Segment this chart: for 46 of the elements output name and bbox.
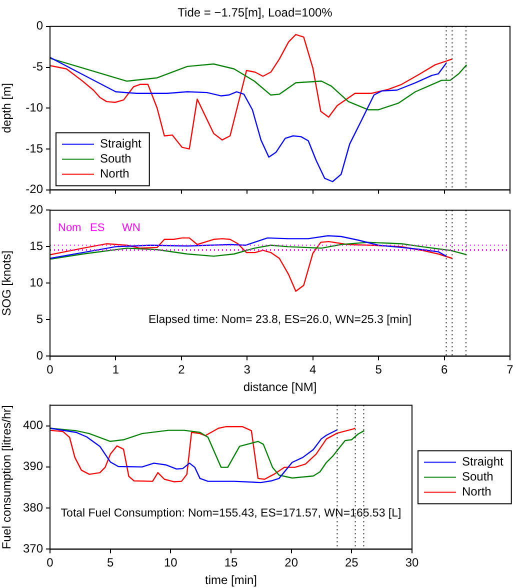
y-tick-label: 370 (22, 542, 44, 556)
x-tick-label: 0 (46, 362, 54, 377)
x-tick-label: 7 (506, 362, 514, 377)
y-axis-title: depth [m] (0, 83, 14, 134)
x-tick-label: 4 (310, 362, 317, 377)
y-tick-label: -20 (26, 182, 44, 196)
x-tick-label: 0 (46, 556, 54, 570)
annotation: Elapsed time: Nom= 23.8, ES=26.0, WN=25.3 [min] (148, 314, 412, 326)
legend-label: North (462, 484, 492, 499)
legend-label: Straight (462, 454, 504, 469)
y-tick-label: 5 (36, 312, 44, 326)
y-axis-title: SOG [knots] (0, 250, 14, 316)
y-tick-label: -5 (32, 60, 44, 74)
x-tick-label: 6 (440, 362, 448, 377)
y-tick-label: 400 (22, 418, 44, 432)
x-tick-label: 25 (344, 556, 359, 570)
chart-title: Tide = −1.75[m], Load=100% (178, 6, 333, 20)
x-tick-label: 2 (178, 362, 186, 377)
y-tick-label: 0 (36, 348, 44, 363)
x-tick-label: 20 (284, 556, 298, 570)
y-tick-label: -10 (26, 100, 44, 114)
x-tick-label: 5 (375, 362, 382, 377)
x-tick-label: 1 (112, 362, 120, 377)
x-axis-title: time [min] (204, 573, 258, 588)
legend-label: North (100, 166, 130, 181)
y-tick-label: 10 (30, 276, 44, 290)
x-tick-label: 30 (405, 556, 419, 570)
x-tick-label: 3 (244, 362, 251, 377)
x-tick-label: 10 (164, 556, 178, 570)
ref-line-label: Nom (58, 222, 82, 234)
annotation: Total Fuel Consumption: Nom=155.43, ES=171.57, WN=165.53 [L] (60, 507, 402, 520)
ref-line-label: WN (122, 222, 140, 234)
x-axis-title: distance [NM] (243, 380, 317, 394)
y-axis-title: Fuel consumption [litres/hr] (0, 405, 14, 550)
x-tick-label: 5 (106, 556, 114, 570)
y-tick-label: 380 (22, 500, 44, 514)
y-tick-label: -15 (26, 141, 44, 156)
y-tick-label: 20 (30, 202, 44, 217)
legend-label: South (462, 470, 494, 484)
ref-line-label: ES (90, 222, 105, 234)
y-tick-label: 15 (30, 239, 44, 254)
y-tick-label: 390 (22, 459, 44, 474)
legend-label: Straight (100, 136, 142, 151)
y-tick-label: 0 (36, 18, 44, 33)
x-tick-label: 15 (224, 556, 238, 570)
legend-label: South (100, 152, 132, 166)
